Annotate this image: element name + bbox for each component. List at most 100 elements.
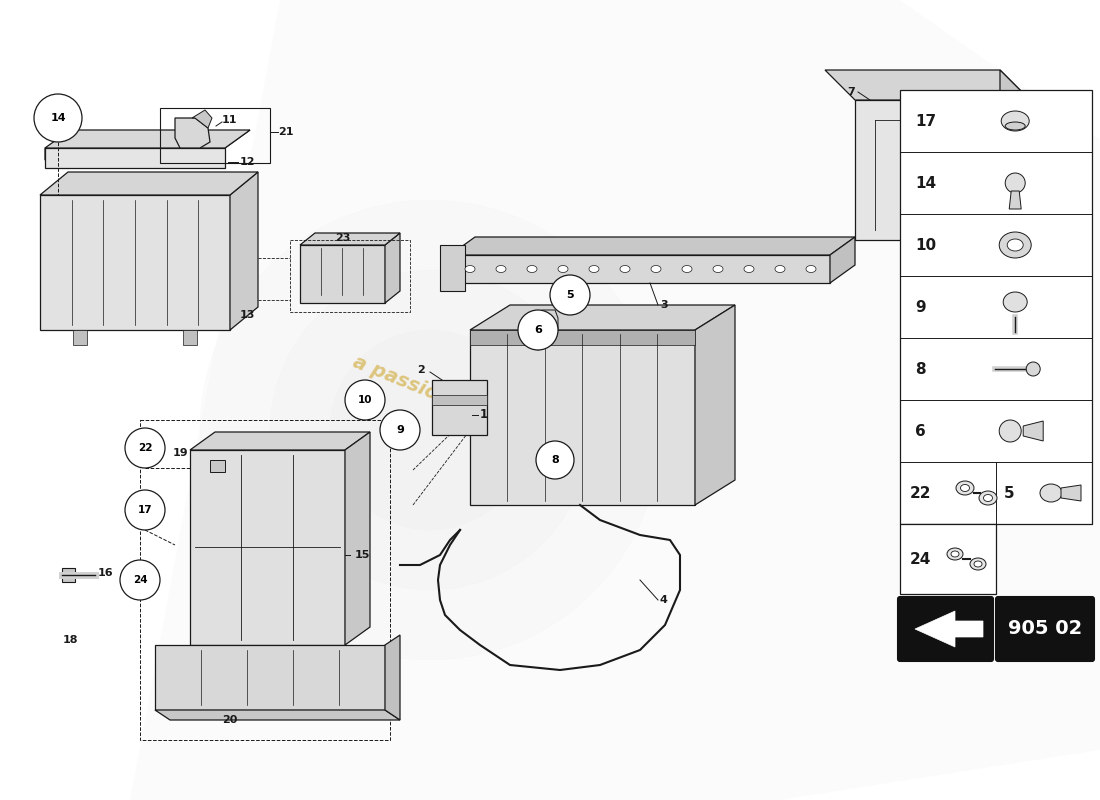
Text: 10: 10 bbox=[358, 395, 372, 405]
Ellipse shape bbox=[999, 232, 1031, 258]
Text: 24: 24 bbox=[133, 575, 147, 585]
Polygon shape bbox=[385, 635, 400, 720]
Polygon shape bbox=[40, 172, 258, 195]
Polygon shape bbox=[1000, 70, 1030, 240]
Ellipse shape bbox=[983, 494, 992, 502]
Text: 24: 24 bbox=[910, 551, 932, 566]
Ellipse shape bbox=[558, 266, 568, 273]
Ellipse shape bbox=[527, 266, 537, 273]
Text: 13: 13 bbox=[240, 310, 255, 320]
Circle shape bbox=[550, 275, 590, 315]
Polygon shape bbox=[450, 255, 830, 283]
Text: 10: 10 bbox=[915, 238, 936, 253]
Polygon shape bbox=[450, 237, 855, 255]
Polygon shape bbox=[470, 330, 695, 505]
Ellipse shape bbox=[588, 266, 600, 273]
Ellipse shape bbox=[979, 491, 997, 505]
Ellipse shape bbox=[1003, 292, 1027, 312]
Circle shape bbox=[345, 380, 385, 420]
Text: 19: 19 bbox=[173, 448, 188, 458]
Polygon shape bbox=[155, 645, 385, 710]
Circle shape bbox=[125, 428, 165, 468]
Polygon shape bbox=[830, 237, 855, 283]
Text: 4: 4 bbox=[660, 595, 668, 605]
Text: 17: 17 bbox=[915, 114, 936, 129]
Polygon shape bbox=[855, 100, 1030, 240]
Polygon shape bbox=[432, 395, 487, 405]
Polygon shape bbox=[1009, 191, 1021, 209]
Polygon shape bbox=[915, 611, 983, 647]
Circle shape bbox=[34, 94, 82, 142]
Ellipse shape bbox=[1040, 484, 1062, 502]
Polygon shape bbox=[300, 245, 385, 303]
Text: 21: 21 bbox=[278, 127, 294, 137]
Circle shape bbox=[518, 310, 558, 350]
Text: 17: 17 bbox=[138, 505, 152, 515]
Polygon shape bbox=[190, 450, 345, 645]
Ellipse shape bbox=[999, 420, 1021, 442]
Ellipse shape bbox=[952, 551, 959, 557]
Text: 5: 5 bbox=[1004, 486, 1014, 501]
Text: 22: 22 bbox=[138, 443, 152, 453]
Text: 3: 3 bbox=[660, 300, 668, 310]
Polygon shape bbox=[470, 305, 735, 330]
Ellipse shape bbox=[620, 266, 630, 273]
Bar bbox=[140, 420, 390, 740]
Ellipse shape bbox=[1001, 111, 1030, 131]
Ellipse shape bbox=[713, 266, 723, 273]
Polygon shape bbox=[825, 70, 1030, 100]
Polygon shape bbox=[695, 305, 735, 505]
Ellipse shape bbox=[744, 266, 754, 273]
Ellipse shape bbox=[806, 266, 816, 273]
Text: a passion for parts since 1985: a passion for parts since 1985 bbox=[350, 352, 664, 494]
Polygon shape bbox=[40, 195, 230, 330]
Ellipse shape bbox=[1026, 362, 1041, 376]
FancyBboxPatch shape bbox=[996, 597, 1094, 661]
Text: 6: 6 bbox=[915, 423, 926, 438]
Bar bbox=[290, 240, 410, 312]
Polygon shape bbox=[210, 460, 225, 472]
Text: 15: 15 bbox=[355, 550, 371, 560]
Text: 1: 1 bbox=[480, 409, 488, 422]
Text: 16: 16 bbox=[98, 568, 113, 578]
Text: 9: 9 bbox=[915, 299, 925, 314]
Polygon shape bbox=[45, 130, 250, 160]
Bar bbox=[900, 524, 996, 594]
Ellipse shape bbox=[1008, 239, 1023, 251]
Ellipse shape bbox=[1005, 173, 1025, 193]
Text: 9: 9 bbox=[396, 425, 404, 435]
Polygon shape bbox=[432, 380, 487, 435]
Text: 22: 22 bbox=[910, 486, 932, 501]
Text: 18: 18 bbox=[63, 635, 78, 645]
Text: 6: 6 bbox=[535, 325, 542, 335]
Ellipse shape bbox=[682, 266, 692, 273]
Text: 23: 23 bbox=[336, 233, 351, 243]
Text: 7: 7 bbox=[847, 87, 855, 97]
Text: 20: 20 bbox=[222, 715, 238, 725]
Text: 5: 5 bbox=[566, 290, 574, 300]
Polygon shape bbox=[230, 172, 258, 330]
Text: 14: 14 bbox=[51, 113, 66, 123]
Ellipse shape bbox=[496, 266, 506, 273]
Polygon shape bbox=[1023, 421, 1043, 441]
Ellipse shape bbox=[960, 485, 969, 491]
Text: 2: 2 bbox=[417, 365, 425, 375]
Polygon shape bbox=[155, 710, 400, 720]
Text: 11: 11 bbox=[222, 115, 238, 125]
Polygon shape bbox=[470, 330, 695, 345]
Ellipse shape bbox=[956, 481, 974, 495]
Circle shape bbox=[120, 560, 160, 600]
Bar bbox=[160, 108, 270, 163]
Text: 905 02: 905 02 bbox=[1008, 619, 1082, 638]
Text: 14: 14 bbox=[915, 175, 936, 190]
Polygon shape bbox=[192, 110, 212, 128]
Polygon shape bbox=[300, 233, 400, 245]
Ellipse shape bbox=[1005, 122, 1025, 130]
Polygon shape bbox=[175, 118, 210, 148]
Polygon shape bbox=[183, 330, 197, 345]
FancyBboxPatch shape bbox=[898, 597, 993, 661]
Polygon shape bbox=[62, 568, 75, 582]
Ellipse shape bbox=[465, 266, 475, 273]
Ellipse shape bbox=[974, 561, 982, 567]
Polygon shape bbox=[73, 330, 87, 345]
